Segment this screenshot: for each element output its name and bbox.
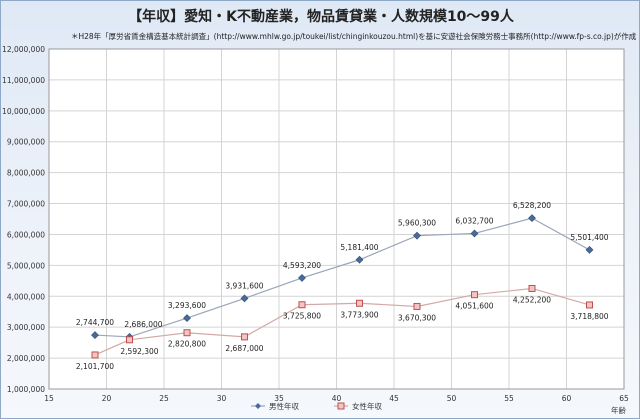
x-tick-label: 40 — [332, 394, 342, 403]
data-point-male — [528, 214, 536, 223]
x-tick-label: 20 — [102, 394, 112, 403]
x-axis-label: 年齢 — [611, 405, 626, 415]
data-label: 6,528,200 — [513, 201, 551, 210]
data-label: 5,501,400 — [570, 233, 608, 242]
data-label: 3,725,800 — [283, 312, 321, 321]
data-label: 2,101,700 — [76, 362, 114, 371]
series-group: 2,744,700 2,686,000 3,293,600 3,931,600 4,59… — [76, 201, 609, 371]
data-label: 6,032,700 — [455, 216, 493, 225]
x-tick-label: 15 — [44, 394, 54, 403]
data-point-female — [126, 336, 133, 344]
chart-title: 【年収】愛知・K不動産業，物品賃貸業・人数規模10～99人 — [128, 8, 515, 25]
legend-marker-male — [255, 403, 261, 409]
y-tick-label: 6,000,000 — [7, 230, 45, 239]
y-tick-label: 7,000,000 — [7, 200, 45, 209]
data-label: 2,592,300 — [120, 347, 158, 356]
legend-entry: 男性年収 — [269, 401, 299, 411]
data-point-male — [470, 229, 479, 238]
x-tick-label: 65 — [619, 394, 629, 403]
y-tick-label: 2,000,000 — [7, 354, 45, 363]
grid-lines — [48, 48, 625, 390]
data-label: 4,051,600 — [455, 302, 493, 311]
legend-entry: 女性年収 — [352, 401, 382, 411]
x-axis-ticks: 15 20 25 30 35 40 45 50 55 60 65 — [44, 394, 629, 403]
chart-subtitle: ＊H28年「厚労省賃金構造基本統計調査」(http://www.mhlw.go.… — [71, 31, 637, 41]
data-label: 3,670,300 — [398, 313, 436, 322]
x-tick-label: 25 — [159, 394, 169, 403]
data-label: 4,252,200 — [513, 295, 551, 304]
data-label: 3,931,600 — [225, 281, 263, 290]
y-tick-label: 8,000,000 — [7, 169, 45, 178]
y-tick-label: 11,000,000 — [2, 76, 45, 85]
y-tick-label: 9,000,000 — [7, 138, 45, 147]
x-tick-label: 50 — [447, 394, 457, 403]
data-point-female — [91, 351, 99, 359]
data-point-male — [240, 294, 249, 303]
y-tick-label: 10,000,000 — [2, 107, 45, 116]
data-point-female — [471, 291, 478, 299]
data-label: 5,181,400 — [340, 243, 378, 252]
data-label: 2,820,800 — [168, 340, 206, 349]
y-tick-label: 5,000,000 — [7, 261, 45, 270]
x-tick-label: 45 — [389, 394, 399, 403]
data-point-male — [355, 255, 364, 264]
series-line — [94, 217, 590, 338]
x-tick-label: 55 — [504, 394, 514, 403]
data-point-female — [241, 333, 248, 341]
y-tick-label: 4,000,000 — [7, 292, 45, 301]
x-tick-label: 30 — [217, 394, 227, 403]
y-tick-label: 12,000,000 — [2, 45, 45, 54]
data-point-female — [356, 299, 363, 307]
data-point-female — [298, 301, 306, 309]
series-line — [94, 287, 590, 356]
data-point-female — [528, 284, 536, 292]
data-label: 4,593,200 — [283, 261, 321, 270]
x-tick-label: 60 — [562, 394, 572, 403]
data-label: 3,718,800 — [570, 312, 608, 321]
data-label: 2,686,000 — [124, 320, 162, 329]
y-tick-label: 1,000,000 — [7, 385, 45, 394]
x-tick-label: 35 — [274, 394, 284, 403]
data-label: 2,744,700 — [76, 318, 114, 327]
data-point-female — [413, 302, 421, 310]
data-point-male — [585, 245, 594, 254]
data-point-male — [91, 331, 99, 339]
y-tick-label: 3,000,000 — [7, 323, 45, 332]
series-female: 2,101,700 2,592,300 2,820,800 2,687,000 3,72… — [76, 284, 609, 371]
data-point-male — [413, 231, 421, 240]
data-point-male — [183, 314, 191, 323]
legend-marker-female — [337, 402, 345, 410]
y-axis-ticks: 1,000,000 2,000,000 3,000,000 4,000,000 5,00… — [2, 45, 45, 394]
legend: 男性年収 女性年収 — [251, 401, 382, 411]
data-label: 3,293,600 — [168, 301, 206, 310]
data-label: 3,773,900 — [340, 310, 378, 319]
data-point-male — [298, 274, 306, 282]
data-label: 5,960,300 — [398, 219, 436, 228]
data-point-female — [183, 329, 191, 337]
series-male: 2,744,700 2,686,000 3,293,600 3,931,600 4,59… — [76, 201, 609, 341]
data-point-female — [586, 301, 593, 309]
data-label: 2,687,000 — [225, 344, 263, 353]
plot-border — [48, 48, 625, 390]
